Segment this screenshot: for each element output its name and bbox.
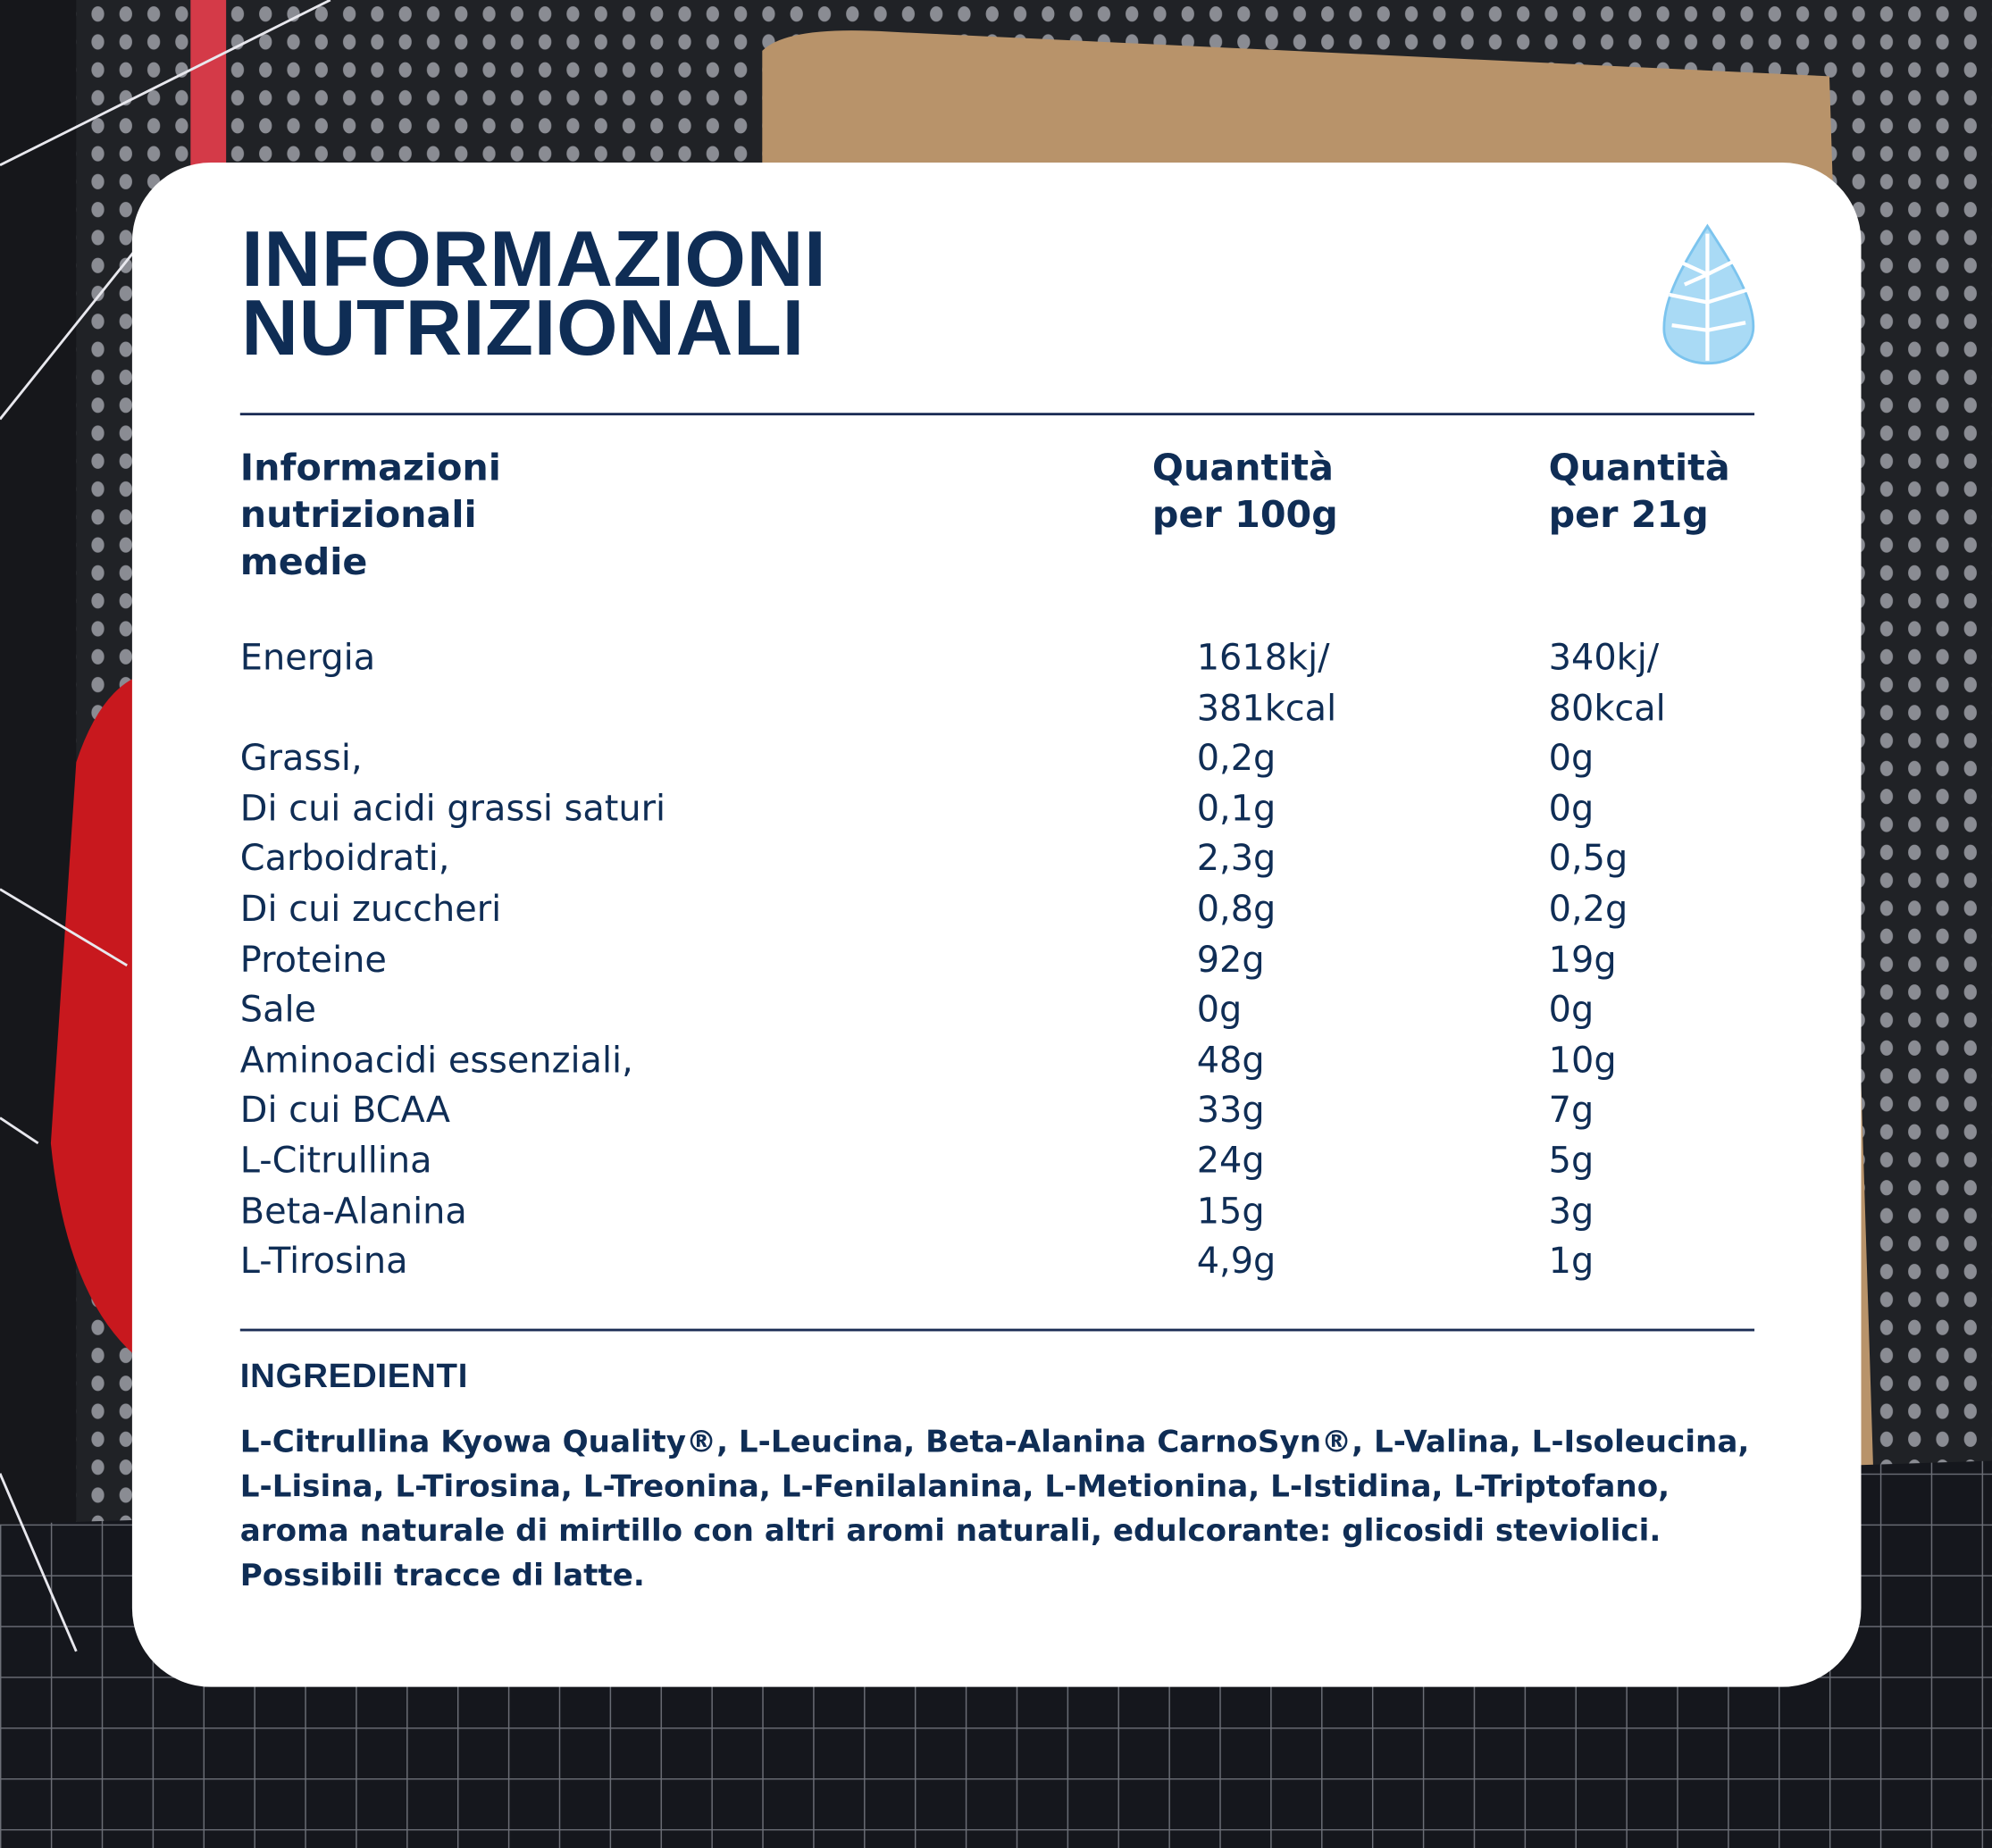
- label-cell: L-Tirosina: [239, 1240, 408, 1283]
- value-cell: 1618kj/ 381kcal: [1196, 636, 1337, 729]
- punctuation: .: [632, 1557, 645, 1593]
- value-cell: 0,1g: [1196, 787, 1276, 830]
- value-cell: 10g: [1548, 1039, 1617, 1081]
- value-cell: 92g: [1196, 938, 1265, 981]
- title-line: INFORMAZIONI: [241, 215, 827, 304]
- value-cell: 340kj/ 80kcal: [1548, 636, 1666, 729]
- label-cell: Di cui acidi grassi saturi: [239, 787, 666, 830]
- divider: [239, 413, 1755, 416]
- value-cell: 0,8g: [1196, 888, 1276, 931]
- column-header: Quantità per 21g: [1548, 446, 1730, 537]
- ingredients-text: L-Citrullina Kyowa Quality®, L-Leucina, …: [240, 1420, 1765, 1598]
- value-cell: 0g: [1548, 737, 1594, 780]
- label-cell: L-Citrullina: [239, 1139, 432, 1182]
- allergen: latte: [552, 1557, 633, 1593]
- title: INFORMAZIONI NUTRIZIONALI: [241, 215, 827, 372]
- divider: [239, 1328, 1755, 1332]
- value-cell: 0,2g: [1196, 737, 1276, 780]
- leaf-icon: [1662, 223, 1755, 365]
- column-header: Quantità per 100g: [1151, 446, 1338, 537]
- value-cell: 24g: [1196, 1139, 1265, 1182]
- value-cell: 0,5g: [1548, 837, 1628, 880]
- value-cell: 33g: [1196, 1089, 1265, 1132]
- label-cell: Energia: [239, 636, 376, 679]
- value-cell: 5g: [1548, 1139, 1594, 1182]
- nutrition-card: INFORMAZIONI NUTRIZIONALI Informazioni nu…: [131, 163, 1862, 1687]
- ingredients-list: L-Citrullina Kyowa Quality®, L-Leucina, …: [239, 1424, 1750, 1593]
- value-cell: 1g: [1548, 1240, 1594, 1283]
- label-cell: Grassi,: [239, 737, 363, 780]
- value-cell: 4,9g: [1196, 1240, 1276, 1283]
- value-cell: 15g: [1196, 1190, 1265, 1232]
- value-cell: 0,2g: [1548, 888, 1628, 931]
- value-cell: 3g: [1548, 1190, 1594, 1232]
- value-cell: 0g: [1196, 988, 1243, 1031]
- label-cell: Beta-Alanina: [239, 1190, 467, 1232]
- value-cell: 2,3g: [1196, 837, 1276, 880]
- value-cell: 7g: [1548, 1089, 1594, 1132]
- label-cell: Carboidrati,: [239, 837, 450, 880]
- value-cell: 19g: [1548, 938, 1617, 981]
- value-cell: 48g: [1196, 1039, 1265, 1081]
- title-line: NUTRIZIONALI: [241, 284, 805, 372]
- label-cell: Aminoacidi essenziali,: [239, 1039, 633, 1081]
- ingredients-title: INGREDIENTI: [239, 1356, 469, 1395]
- column-header: Informazioni nutrizionali medie: [239, 446, 501, 583]
- label-cell: Di cui zuccheri: [239, 888, 502, 931]
- label-cell: Di cui BCAA: [239, 1089, 451, 1132]
- label-cell: Sale: [239, 988, 317, 1031]
- label-cell: Proteine: [239, 938, 387, 981]
- value-cell: 0g: [1548, 988, 1594, 1031]
- white-lines: [0, 0, 331, 1652]
- value-cell: 0g: [1548, 787, 1594, 830]
